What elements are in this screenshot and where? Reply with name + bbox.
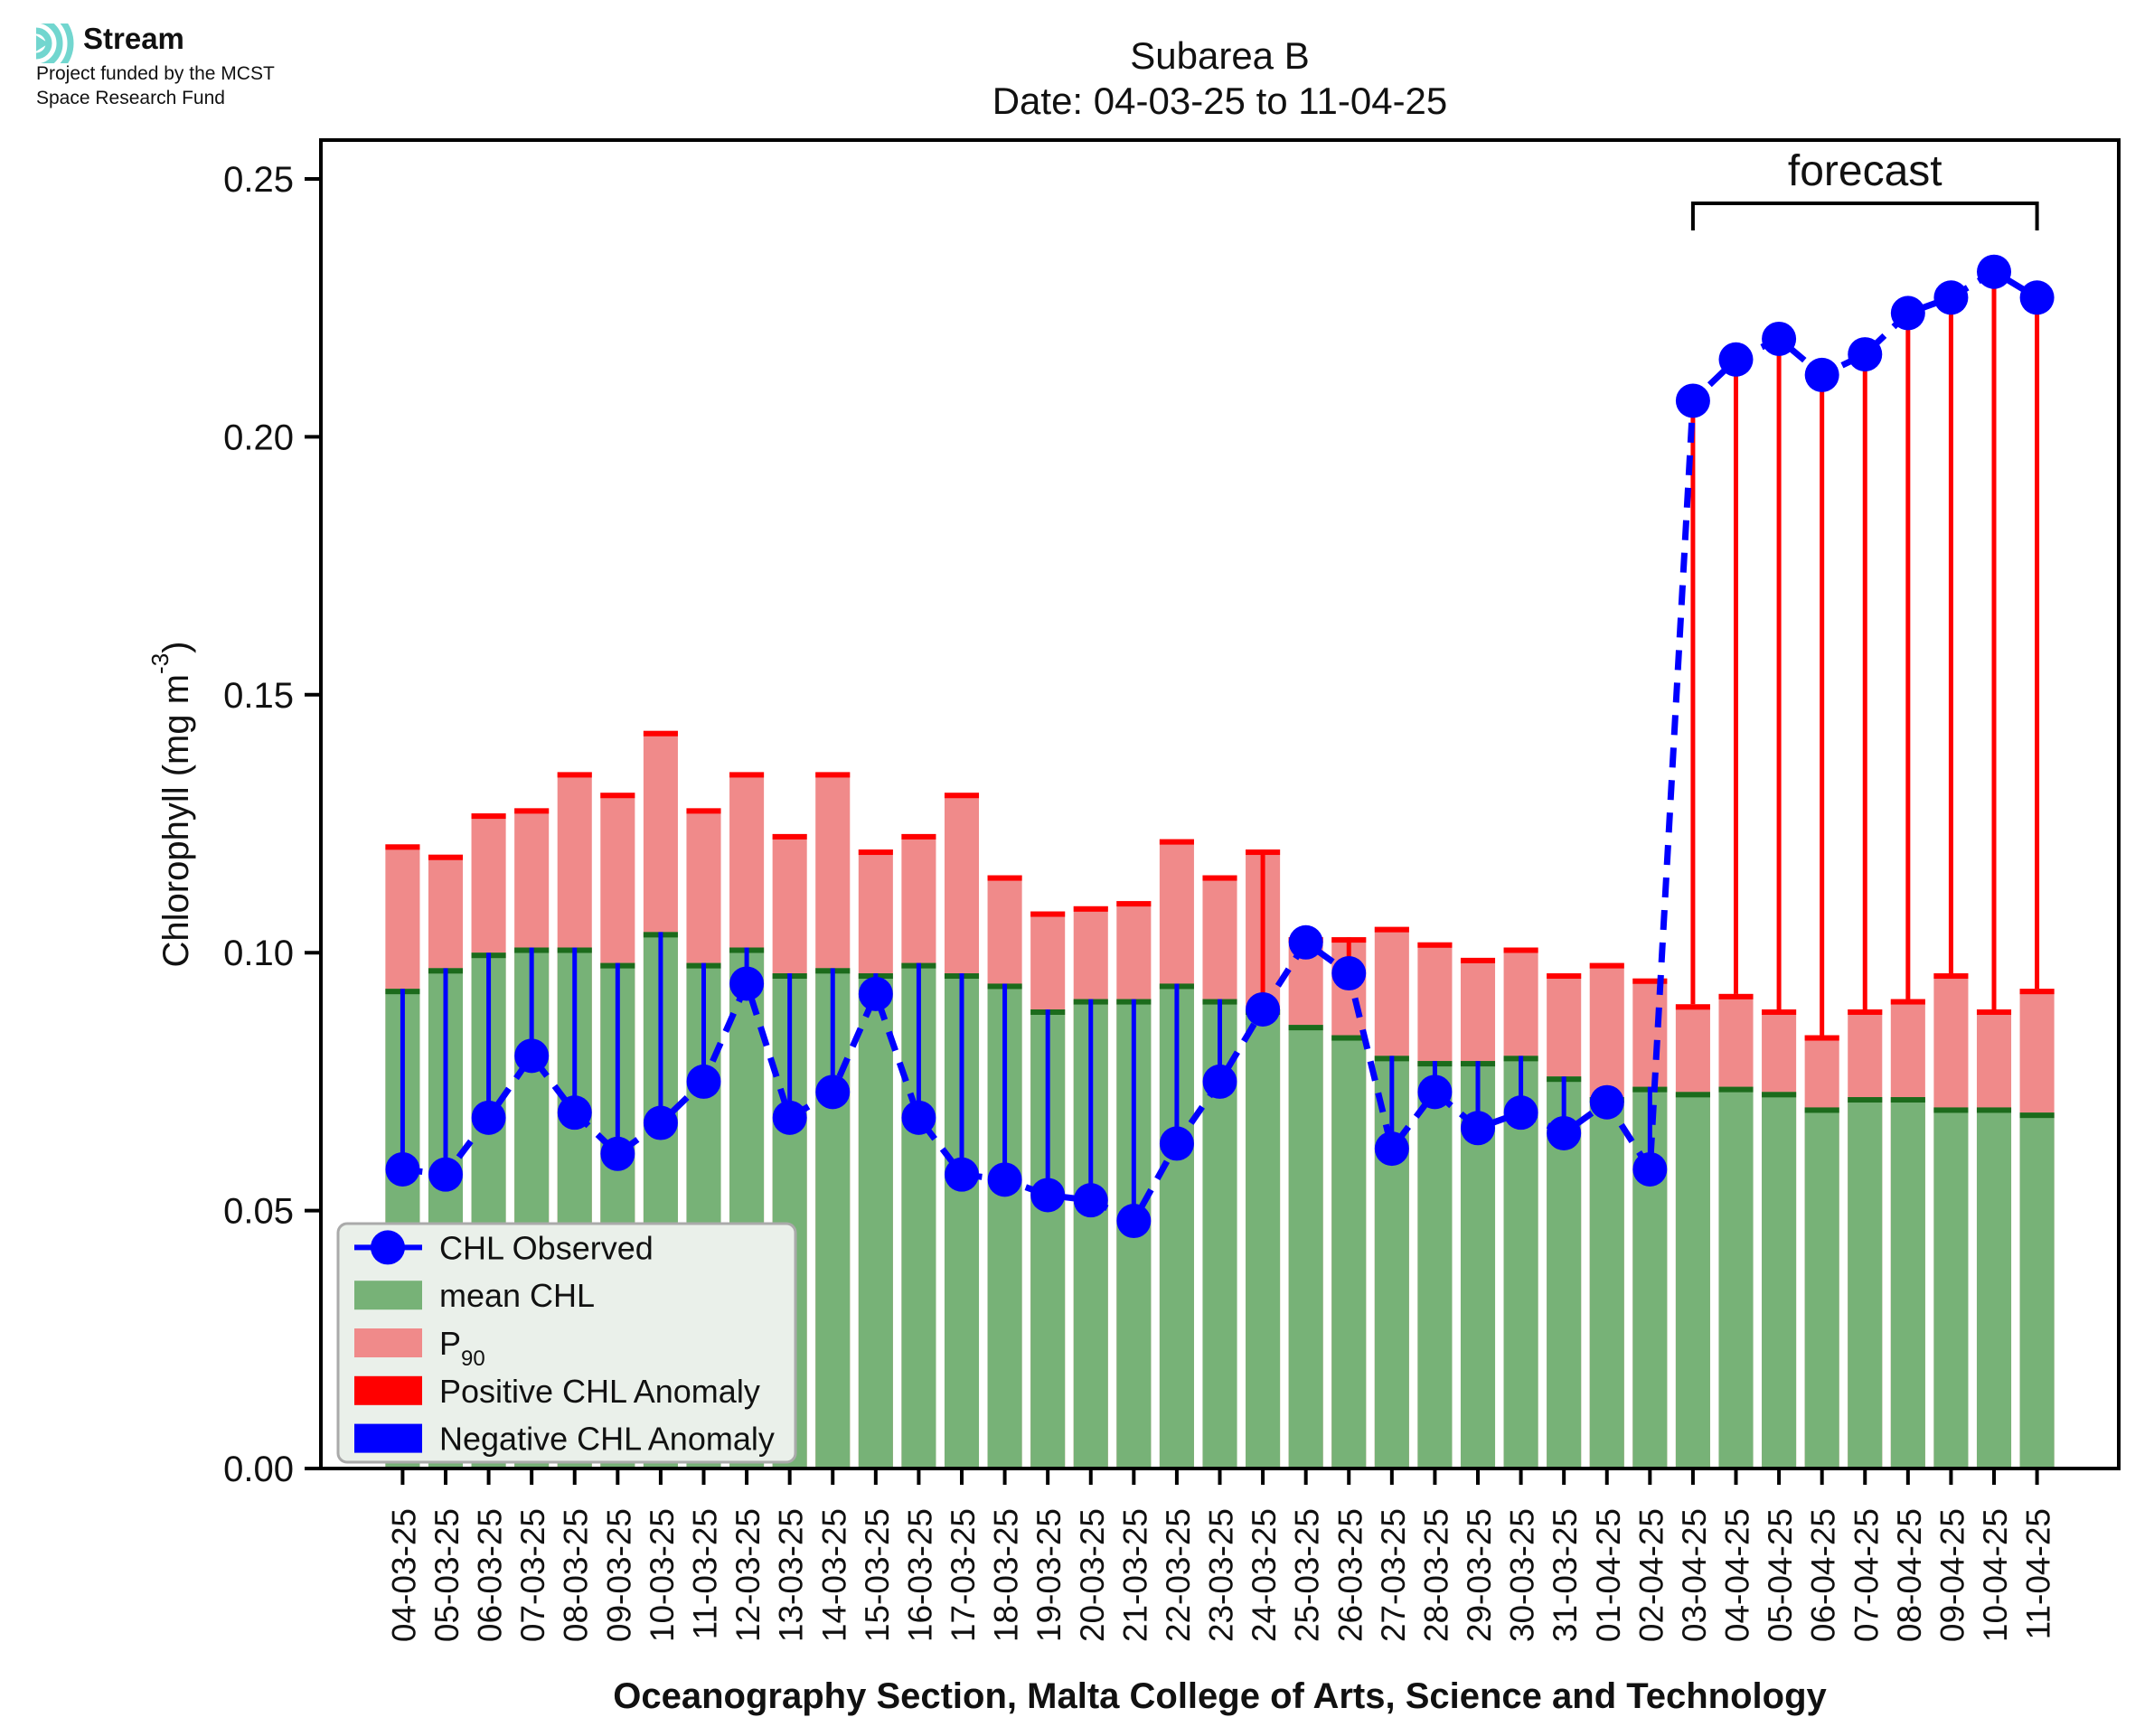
- svg-text:07-03-25: 07-03-25: [514, 1508, 551, 1642]
- svg-text:05-03-25: 05-03-25: [428, 1508, 466, 1642]
- svg-text:03-04-25: 03-04-25: [1676, 1508, 1713, 1642]
- svg-text:15-03-25: 15-03-25: [859, 1508, 896, 1642]
- svg-text:04-03-25: 04-03-25: [385, 1508, 422, 1642]
- svg-text:Chlorophyll (mg m-3): Chlorophyll (mg m-3): [146, 642, 196, 968]
- svg-text:30-03-25: 30-03-25: [1504, 1508, 1541, 1642]
- svg-text:0.00: 0.00: [223, 1450, 294, 1489]
- svg-text:11-04-25: 11-04-25: [2020, 1508, 2057, 1639]
- svg-text:02-04-25: 02-04-25: [1632, 1508, 1670, 1642]
- svg-text:0.25: 0.25: [223, 160, 294, 200]
- svg-text:CHL Observed: CHL Observed: [439, 1229, 654, 1266]
- svg-text:01-04-25: 01-04-25: [1590, 1508, 1627, 1642]
- svg-text:29-03-25: 29-03-25: [1461, 1508, 1498, 1642]
- svg-text:26-03-25: 26-03-25: [1331, 1508, 1369, 1642]
- svg-text:04-04-25: 04-04-25: [1719, 1508, 1756, 1642]
- svg-text:16-03-25: 16-03-25: [901, 1508, 938, 1642]
- svg-text:mean CHL: mean CHL: [439, 1277, 595, 1314]
- svg-text:20-03-25: 20-03-25: [1074, 1508, 1111, 1642]
- svg-text:10-04-25: 10-04-25: [1977, 1508, 2014, 1642]
- svg-text:0.10: 0.10: [223, 934, 294, 973]
- svg-text:13-03-25: 13-03-25: [773, 1508, 810, 1642]
- svg-text:06-04-25: 06-04-25: [1805, 1508, 1842, 1642]
- svg-text:28-03-25: 28-03-25: [1417, 1508, 1454, 1642]
- svg-text:12-03-25: 12-03-25: [729, 1508, 767, 1642]
- svg-text:27-03-25: 27-03-25: [1375, 1508, 1412, 1642]
- svg-text:05-04-25: 05-04-25: [1762, 1508, 1799, 1642]
- svg-text:08-04-25: 08-04-25: [1891, 1508, 1928, 1642]
- svg-text:0.20: 0.20: [223, 418, 294, 457]
- svg-text:19-03-25: 19-03-25: [1030, 1508, 1068, 1642]
- svg-text:10-03-25: 10-03-25: [644, 1508, 681, 1642]
- svg-text:08-03-25: 08-03-25: [558, 1508, 595, 1642]
- svg-text:0.05: 0.05: [223, 1192, 294, 1232]
- svg-text:14-03-25: 14-03-25: [815, 1508, 852, 1642]
- svg-text:0.15: 0.15: [223, 676, 294, 716]
- svg-text:Negative CHL Anomaly: Negative CHL Anomaly: [439, 1421, 775, 1458]
- svg-text:09-04-25: 09-04-25: [1933, 1508, 1971, 1642]
- svg-text:25-03-25: 25-03-25: [1289, 1508, 1326, 1642]
- svg-text:Positive CHL Anomaly: Positive CHL Anomaly: [439, 1373, 760, 1410]
- svg-text:17-03-25: 17-03-25: [945, 1508, 982, 1642]
- svg-text:06-03-25: 06-03-25: [472, 1508, 509, 1642]
- svg-text:09-03-25: 09-03-25: [600, 1508, 637, 1642]
- svg-text:21-03-25: 21-03-25: [1116, 1508, 1153, 1642]
- svg-text:24-03-25: 24-03-25: [1246, 1508, 1283, 1642]
- svg-text:18-03-25: 18-03-25: [988, 1508, 1025, 1642]
- svg-text:31-03-25: 31-03-25: [1547, 1508, 1584, 1642]
- svg-text:22-03-25: 22-03-25: [1160, 1508, 1197, 1642]
- svg-text:23-03-25: 23-03-25: [1203, 1508, 1240, 1642]
- svg-text:forecast: forecast: [1788, 147, 1942, 195]
- svg-text:11-03-25: 11-03-25: [687, 1508, 724, 1639]
- svg-text:07-04-25: 07-04-25: [1848, 1508, 1885, 1642]
